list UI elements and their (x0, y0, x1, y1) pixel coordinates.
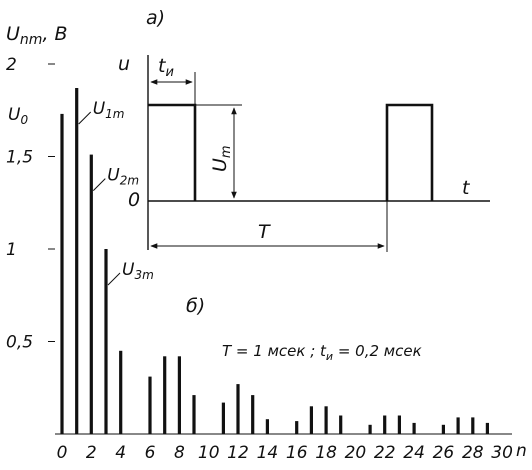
u0-label-sub: 0 (20, 113, 28, 127)
x-tick-label: 24 (403, 443, 425, 463)
spectrum-bar-n12 (236, 384, 240, 434)
harmonic-label-sub: 1m (105, 107, 124, 121)
x-tick-label: 22 (374, 443, 396, 463)
spectrum-bar-n9 (192, 395, 196, 434)
spectrum-bar-n0 (60, 113, 64, 435)
spectrum-bar-n2 (89, 154, 93, 434)
spectrum-bar-n18 (324, 406, 328, 435)
spectrum-bars (60, 88, 489, 435)
x-axis-title: n (516, 441, 527, 461)
spectrum-bar-n23 (397, 415, 401, 434)
period-label: T (258, 221, 271, 243)
svg-text:Unm, В: Unm, В (6, 23, 68, 48)
x-tick-label: 16 (286, 443, 308, 463)
x-tick-labels: 0 2 4 6 8 10 12 14 16 18 20 22 24 26 28 30 (57, 443, 513, 463)
x-tick-label: 4 (115, 443, 126, 463)
x-tick-label: 10 (198, 443, 220, 463)
spectrum-bar-n22 (383, 415, 387, 434)
y-axis-title-sub: nm (20, 32, 43, 48)
spectrum-bar-n19 (339, 415, 343, 434)
x-tick-label: 14 (257, 443, 279, 463)
time-axis-label: t (462, 177, 471, 199)
x-tick-label: 6 (145, 443, 156, 463)
y-axis-title-unit: , В (42, 23, 67, 45)
pulse-width-label-sub: и (165, 65, 173, 80)
spectrum-bar-n6 (148, 376, 152, 434)
spectrum-bar-n3 (104, 249, 108, 434)
x-tick-label: 0 (57, 443, 68, 463)
panel-b-label: б) (186, 295, 205, 317)
caption-tail: = 0,2 мсек (333, 342, 422, 360)
y-tick-label: 0,5 (6, 333, 33, 353)
caption-main: T = 1 мсек ; t (222, 342, 327, 360)
spectrum-bar-n8 (177, 356, 181, 434)
pulse-width-label: tи (158, 55, 174, 80)
harmonic-label-1: U1m (93, 99, 125, 121)
pulse-width-label-main: t (158, 55, 167, 77)
harmonic-label-sub: 2m (120, 174, 139, 188)
spectrum-chart: Unm, В 0,511,52 0 2 4 6 8 10 12 14 16 18 20 22 24 26 2… (6, 23, 527, 463)
spectrum-bar-n27 (456, 417, 460, 434)
x-tick-label: 28 (462, 443, 484, 463)
harmonic-label-main: U (107, 166, 120, 186)
harmonic-label-sub: 3m (134, 268, 153, 282)
y-tick-labels: 0,5 1 1,5 2 (6, 55, 55, 353)
harmonic-label-2: U2m (107, 166, 139, 188)
x-tick-label: 8 (174, 443, 185, 463)
spectrum-bar-n28 (471, 417, 475, 434)
y-tick-label: 2 (6, 55, 17, 75)
spectrum-bar-n4 (119, 350, 123, 435)
u0-label: U0 (8, 105, 28, 127)
x-tick-label: 26 (433, 443, 455, 463)
x-tick-label: 18 (315, 443, 337, 463)
u0-label-main: U (8, 105, 21, 125)
y-tick-label: 1,5 (6, 148, 33, 168)
amplitude-label: Um (209, 145, 234, 172)
spectrum-bar-n14 (265, 419, 269, 434)
harmonic-label-main: U (93, 99, 106, 119)
pulse-2 (385, 103, 434, 201)
origin-label: 0 (128, 189, 140, 211)
spectrum-bar-n24 (412, 422, 416, 434)
spectrum-bar-n13 (251, 395, 255, 434)
spectrum-bar-n7 (163, 356, 167, 434)
x-tick-label: 20 (345, 443, 367, 463)
x-tick-label: 2 (86, 443, 97, 463)
annotation-leader-1 (78, 111, 92, 125)
y-axis-title: Unm, В (6, 23, 68, 48)
panel-a-label: а) (146, 7, 165, 29)
amplitude-label-main: U (209, 158, 231, 172)
spectrum-bar-n11 (221, 402, 225, 434)
y-axis-title-main: U (6, 23, 20, 45)
caption-sub: и (326, 350, 333, 363)
spectrum-bar-n21 (368, 424, 372, 435)
x-tick-label: 30 (491, 443, 513, 463)
spectrum-bar-n26 (441, 424, 445, 435)
pulse-1 (148, 103, 197, 201)
pulse-y-label: u (118, 53, 130, 75)
x-tick-label: 12 (227, 443, 249, 463)
amplitude-label-sub: m (219, 145, 234, 158)
annotation-leader-3 (107, 272, 121, 286)
spectrum-bar-n1 (75, 88, 79, 434)
parameters-caption: T = 1 мсек ; tи = 0,2 мсек (222, 342, 422, 363)
spectrum-bar-n17 (309, 406, 313, 435)
pulse-diagram: а) u 0 t Um tи T (118, 7, 490, 252)
spectrum-bar-n16 (295, 421, 299, 434)
harmonic-label-3: U3m (122, 260, 154, 282)
spectrum-bar-n29 (485, 422, 489, 434)
harmonic-label-main: U (122, 260, 135, 280)
annotation-leader-2 (92, 178, 106, 191)
y-tick-label: 1 (6, 240, 17, 260)
